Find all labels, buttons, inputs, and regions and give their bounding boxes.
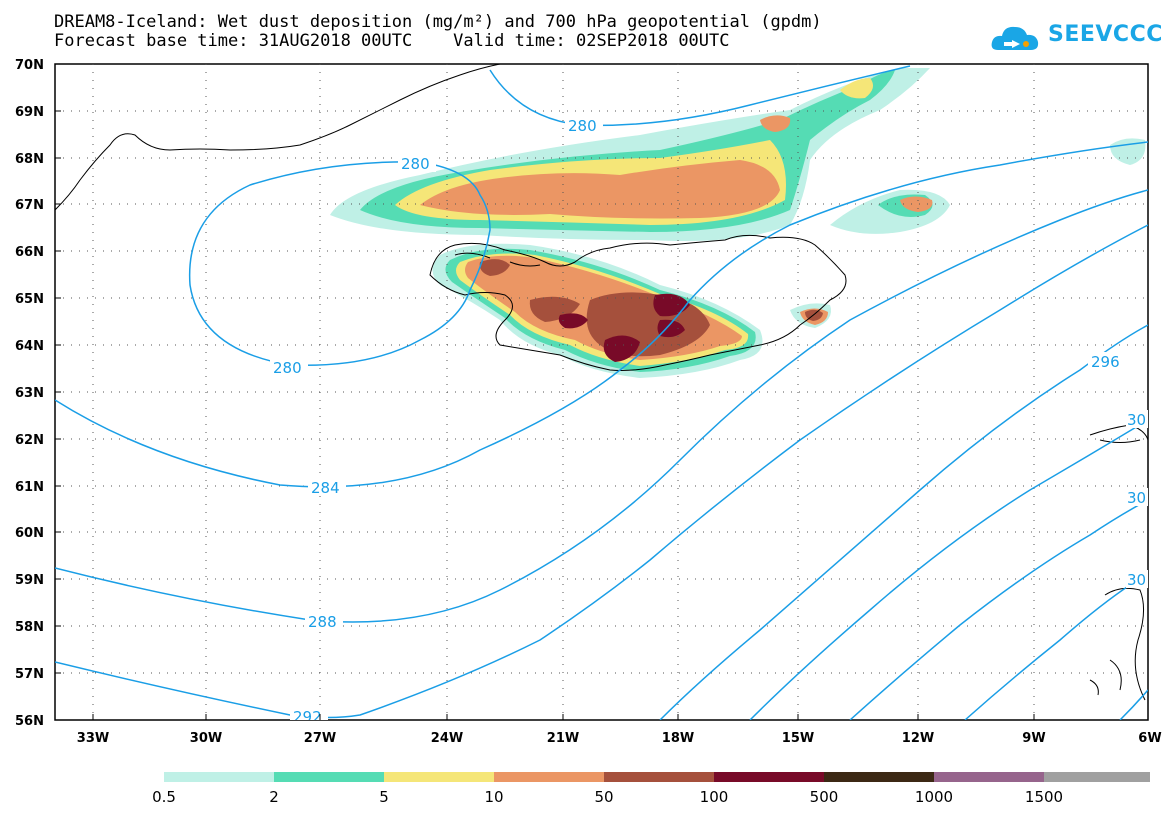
legend-swatch [164,772,274,782]
lon-label: 18W [662,731,694,746]
legend-swatch [1044,772,1150,782]
lon-label: 6W [1138,731,1161,746]
legend-label: 10 [484,788,503,806]
lat-label: 68N [15,152,44,167]
legend-label: 1000 [915,788,953,806]
contour-label: 30 [1127,571,1146,589]
geopotential-contours [55,65,1148,720]
legend-label: 50 [594,788,613,806]
contour-label: 280 [401,155,430,173]
lon-label: 27W [304,731,336,746]
lon-label: 30W [190,731,222,746]
lat-label: 70N [15,58,44,73]
lat-label: 57N [15,667,44,682]
contour-label: 296 [1091,353,1120,371]
legend-swatch [384,772,494,782]
contour-label: 30 [1127,489,1146,507]
legend-swatch [934,772,1044,782]
legend-swatch [494,772,604,782]
lat-label: 61N [15,480,44,495]
legend-swatch [604,772,714,782]
lat-label: 65N [15,292,44,307]
lat-label: 64N [15,339,44,354]
contour-label: 280 [568,117,597,135]
legend-label: 0.5 [152,788,176,806]
contour-labels: 280 280 280 284 288 292 296 30 30 30 [270,116,1148,726]
logo-text: SEEVCCC [1048,22,1163,47]
color-legend: 0.5 2 5 10 50 100 500 1000 1500 [152,772,1150,806]
graticule [55,64,1148,720]
latitude-labels: 70N 69N 68N 67N 66N 65N 64N 63N 62N 61N … [15,58,44,729]
lon-label: 12W [902,731,934,746]
legend-label: 1500 [1025,788,1063,806]
lon-label: 15W [782,731,814,746]
map-title: DREAM8-Iceland: Wet dust deposition (mg/… [54,12,822,32]
contour-label: 288 [308,613,337,631]
contour-label: 284 [311,479,340,497]
lat-label: 58N [15,620,44,635]
lat-label: 56N [15,714,44,729]
contour-label: 280 [273,359,302,377]
iceland-coastline [429,234,847,371]
lat-label: 69N [15,105,44,120]
lon-label: 21W [547,731,579,746]
cloud-icon [991,26,1039,50]
lon-label: 33W [77,731,109,746]
lat-label: 67N [15,198,44,213]
coastline [55,64,1148,701]
longitude-labels: 33W 30W 27W 24W 21W 18W 15W 12W 9W 6W [77,731,1162,746]
lat-label: 59N [15,573,44,588]
legend-swatch [714,772,824,782]
legend-swatch [274,772,384,782]
legend-label: 500 [810,788,839,806]
legend-label: 5 [379,788,389,806]
lat-label: 63N [15,386,44,401]
map-subtitle: Forecast base time: 31AUG2018 00UTC Vali… [54,31,730,51]
lat-label: 62N [15,433,44,448]
legend-label: 2 [269,788,279,806]
contour-label: 30 [1127,411,1146,429]
tick-marks [55,110,1035,720]
lon-label: 24W [431,731,463,746]
legend-label: 100 [700,788,729,806]
legend-swatch [824,772,934,782]
lat-label: 66N [15,245,44,260]
lon-label: 9W [1022,731,1045,746]
contour-label: 292 [293,708,322,726]
lat-label: 60N [15,526,44,541]
